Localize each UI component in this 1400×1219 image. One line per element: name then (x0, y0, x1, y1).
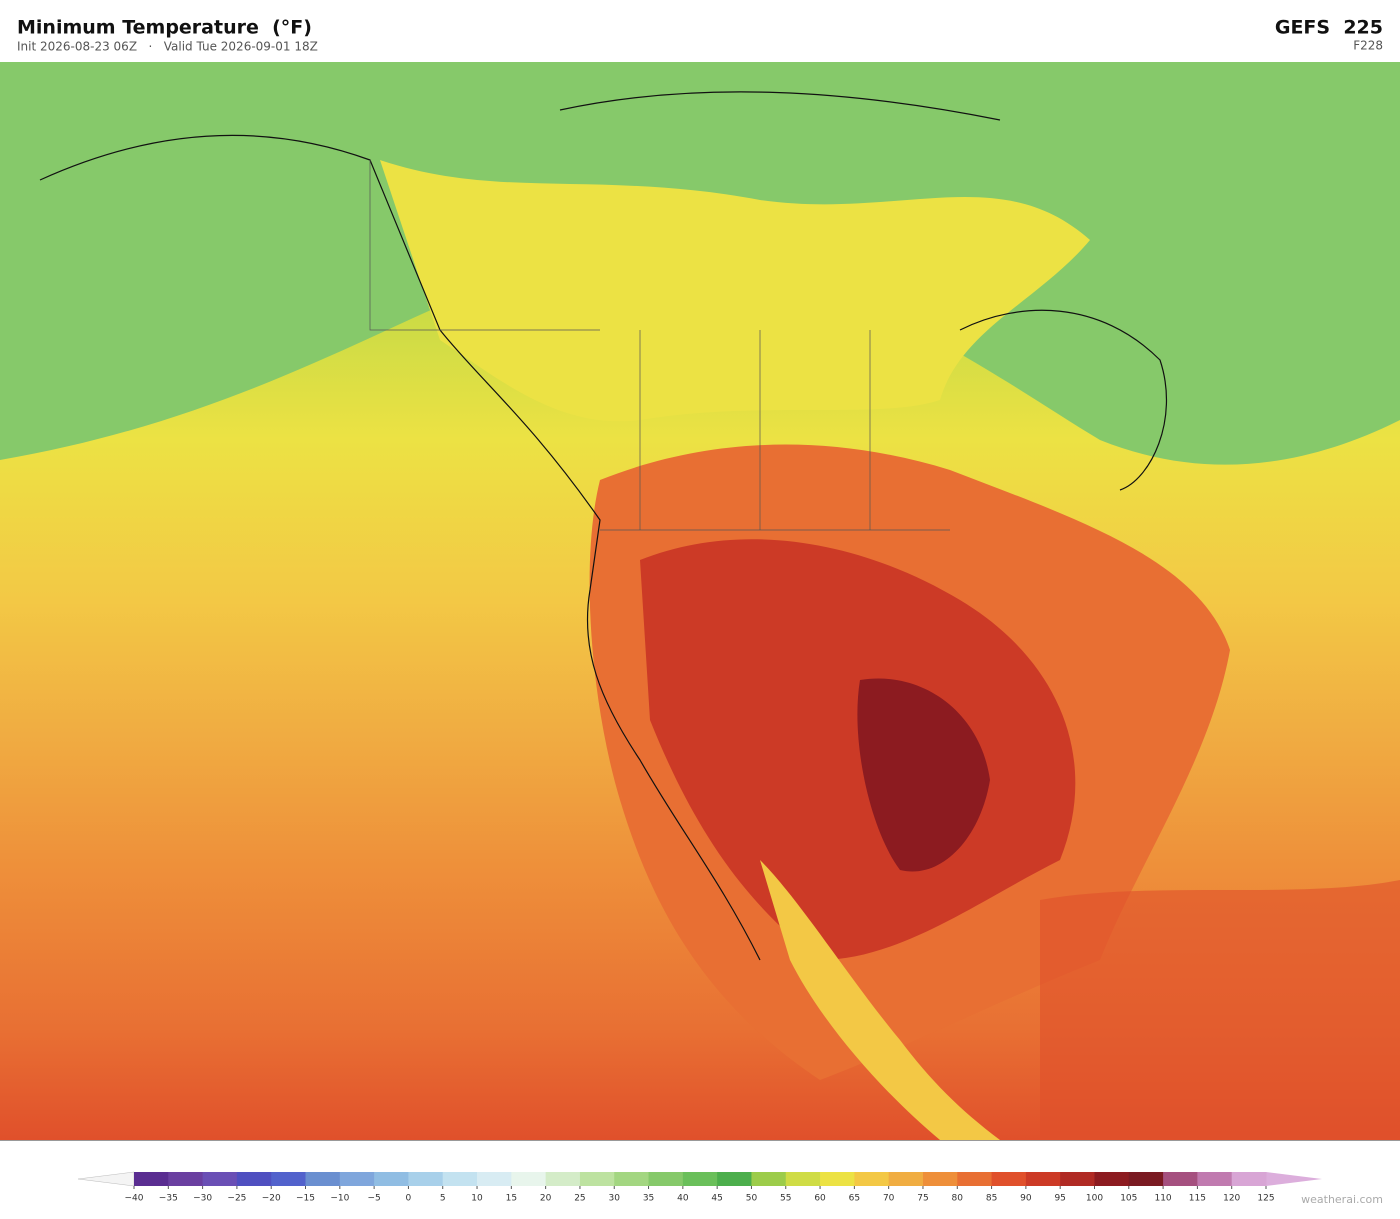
colorbar-tick-label: 50 (746, 1194, 758, 1204)
colorbar-tick-label: −10 (330, 1194, 349, 1204)
colorbar-bin (339, 1172, 375, 1186)
colorbar-tick-label: 80 (952, 1194, 964, 1204)
gulf-caribbean (1040, 880, 1400, 1140)
colorbar-tick-label: −20 (262, 1194, 281, 1204)
colorbar-tick-label: 75 (917, 1194, 928, 1204)
colorbar-tick-label: 5 (440, 1194, 446, 1204)
colorbar-bin (682, 1172, 718, 1186)
borders (369, 160, 950, 531)
colorbar-tick-label: 40 (677, 1194, 689, 1204)
coastline (39, 91, 1168, 961)
colorbar-bin (1231, 1172, 1267, 1186)
colorbar-bin (545, 1172, 581, 1186)
colorbar-bin (477, 1172, 512, 1186)
colorbar-tick-label: 95 (1054, 1194, 1065, 1204)
colorbar-extend-low (77, 1171, 135, 1187)
colorbar-tick-label: −15 (296, 1194, 315, 1204)
colorbar-tick-label: −25 (227, 1194, 246, 1204)
colorbar-bin (648, 1172, 684, 1186)
forecast-hour: F228 (1353, 39, 1383, 53)
watermark: weatherai.com (1301, 1193, 1383, 1206)
colorbar-tick-label: 70 (883, 1194, 895, 1204)
colorbar-tick-label: 55 (780, 1194, 791, 1204)
plains-hot-core (857, 678, 990, 872)
colorbar-bin (1094, 1172, 1130, 1186)
colorbar-bin (374, 1172, 409, 1186)
colorbar-bin (1197, 1172, 1233, 1186)
colorbar-bin (1060, 1172, 1095, 1186)
arctic-green (0, 62, 1400, 465)
colorbar-tick-label: 25 (574, 1194, 585, 1204)
colorbar-tick-label: 60 (814, 1194, 826, 1204)
colorbar-tick-label: 45 (711, 1194, 722, 1204)
colorbar-bin (511, 1172, 547, 1186)
colorbar-bin (1128, 1172, 1164, 1186)
colorbar-tick-label: 120 (1223, 1194, 1240, 1204)
colorbar-bin (202, 1172, 238, 1186)
colorbar-bin (957, 1172, 993, 1186)
colorbar-tick-label: 20 (540, 1194, 552, 1204)
colorbar-tick-label: −5 (367, 1194, 380, 1204)
colorbar-tick-label: −35 (159, 1194, 178, 1204)
colorbar-bin (751, 1172, 787, 1186)
colorbar-bin (820, 1172, 855, 1186)
colorbar-bin (922, 1172, 958, 1186)
colorbar-tick-label: 125 (1257, 1194, 1274, 1204)
colorbar-tick-label: 0 (406, 1194, 412, 1204)
colorbar-bin (888, 1172, 924, 1186)
colorbar-bin (1163, 1172, 1198, 1186)
map (0, 62, 1400, 1140)
model-label: GEFS 225 (1275, 17, 1383, 39)
colorbar-tick-label: 30 (609, 1194, 621, 1204)
colorbar-tick-label: 35 (643, 1194, 654, 1204)
colorbar-bin (134, 1172, 169, 1186)
colorbar-tick-label: 10 (471, 1194, 483, 1204)
colorbar-bin (305, 1172, 341, 1186)
colorbar-bin (408, 1172, 444, 1186)
canada-yellow (380, 160, 1090, 422)
colorbar-bin (854, 1172, 890, 1186)
colorbar-bin (785, 1172, 821, 1186)
mexico-highlands (760, 860, 1000, 1140)
colorbar-tick-label: 100 (1086, 1194, 1103, 1204)
colorbar-tick-label: 115 (1189, 1194, 1206, 1204)
colorbar-tick-label: 105 (1120, 1194, 1137, 1204)
colorbar-tick-label: 90 (1020, 1194, 1032, 1204)
colorbar-tick-label: 110 (1154, 1194, 1171, 1204)
colorbar: −40 −35 −30 −25 −20 −15 −10 −5 0 5 10 15 20 25 30 35 40 4… (77, 1171, 1322, 1204)
colorbar-bin (579, 1172, 615, 1186)
colorbar-extend-high (1266, 1172, 1322, 1186)
colorbar-tick-label: −40 (125, 1194, 144, 1204)
colorbar-bin (991, 1172, 1027, 1186)
colorbar-bin (1025, 1172, 1061, 1186)
colorbar-tick-label: 85 (986, 1194, 997, 1204)
colorbar-bin (717, 1172, 752, 1186)
subtitle: Init 2026-08-23 06Z · Valid Tue 2026-09-… (17, 40, 318, 54)
title: Minimum Temperature (°F) (17, 17, 312, 39)
colorbar-bin (236, 1172, 272, 1186)
colorbar-tick-label: 65 (849, 1194, 860, 1204)
colorbar-bin (271, 1172, 307, 1186)
us-red (640, 539, 1076, 960)
colorbar-bin (442, 1172, 478, 1186)
colorbar-tick-label: −30 (193, 1194, 212, 1204)
colorbar-tick-label: 15 (506, 1194, 517, 1204)
colorbar-bin (168, 1172, 204, 1186)
colorbar-bin (614, 1172, 650, 1186)
